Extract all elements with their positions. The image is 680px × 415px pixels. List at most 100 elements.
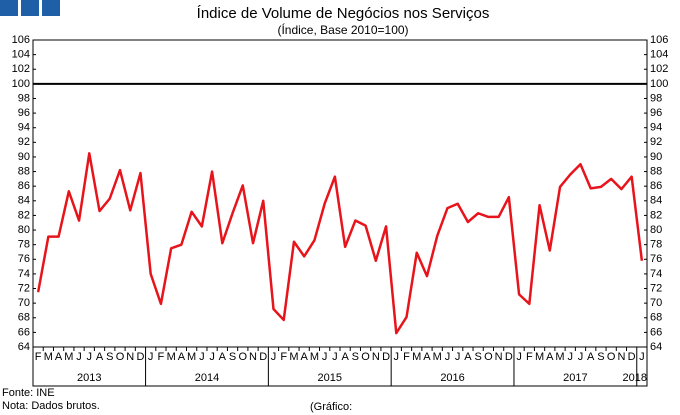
y2-tick-label: 86 — [650, 180, 662, 192]
x-tick-label: O — [607, 351, 616, 363]
x-tick-label: S — [597, 351, 604, 363]
x-tick-label: N — [617, 351, 625, 363]
x-tick-label: M — [310, 351, 319, 363]
y-tick-label: 100 — [12, 78, 30, 90]
x-tick-label: F — [158, 351, 165, 363]
y-tick-label: 104 — [12, 49, 30, 61]
x-tick-label: J — [332, 351, 338, 363]
y2-tick-label: 80 — [650, 224, 662, 236]
y-tick-label: 106 — [12, 34, 30, 46]
x-tick-label: M — [44, 351, 53, 363]
x-tick-label: J — [455, 351, 461, 363]
x-tick-label: M — [167, 351, 176, 363]
x-tick-label: M — [64, 351, 73, 363]
x-tick-label: O — [116, 351, 125, 363]
y-tick-label: 94 — [18, 122, 30, 134]
x-tick-label: A — [587, 351, 595, 363]
year-label: 2013 — [77, 372, 101, 384]
x-tick-label: F — [35, 351, 42, 363]
y-tick-label: 92 — [18, 136, 30, 148]
y2-tick-label: 74 — [650, 268, 662, 280]
data-line — [36, 152, 644, 335]
y-tick-label: 102 — [12, 63, 30, 75]
x-tick-label: M — [433, 351, 442, 363]
x-tick-label: M — [289, 351, 298, 363]
x-tick-label: D — [628, 351, 636, 363]
y2-tick-label: 106 — [650, 34, 668, 46]
x-tick-label: J — [568, 351, 574, 363]
y-tick-label: 74 — [18, 268, 30, 280]
y-tick-label: 80 — [18, 224, 30, 236]
year-label: 2016 — [440, 372, 464, 384]
x-tick-label: J — [394, 351, 400, 363]
x-tick-label: D — [382, 351, 390, 363]
x-tick-label: A — [96, 351, 104, 363]
x-tick-label: F — [403, 351, 410, 363]
y-tick-label: 86 — [18, 180, 30, 192]
chart-title: Índice de Volume de Negócios nos Serviço… — [197, 5, 490, 22]
y2-tick-label: 78 — [650, 239, 662, 251]
logo-square — [42, 0, 60, 16]
x-tick-label: S — [352, 351, 359, 363]
x-tick-label: J — [87, 351, 93, 363]
y2-tick-label: 96 — [650, 107, 662, 119]
y2-tick-label: 100 — [650, 78, 668, 90]
y2-tick-label: 72 — [650, 282, 662, 294]
y-tick-label: 72 — [18, 282, 30, 294]
y-tick-label: 96 — [18, 107, 30, 119]
logo-square — [21, 0, 39, 16]
y2-tick-label: 70 — [650, 297, 662, 309]
x-tick-label: O — [239, 351, 248, 363]
x-tick-label: J — [445, 351, 451, 363]
credit: (Gráfico: — [310, 401, 352, 413]
x-tick-label: S — [474, 351, 481, 363]
y2-tick-label: 94 — [650, 122, 662, 134]
x-tick-label: F — [526, 351, 533, 363]
x-tick-label: A — [423, 351, 431, 363]
x-tick-label: J — [578, 351, 584, 363]
x-tick-label: J — [148, 351, 154, 363]
y2-tick-label: 98 — [650, 92, 662, 104]
y2-tick-label: 64 — [650, 341, 662, 353]
x-tick-label: O — [361, 351, 370, 363]
x-tick-label: A — [341, 351, 349, 363]
x-tick-label: A — [178, 351, 186, 363]
x-tick-label: A — [55, 351, 63, 363]
x-tick-label: D — [136, 351, 144, 363]
y2-tick-label: 92 — [650, 136, 662, 148]
year-label: 2015 — [318, 372, 342, 384]
y-tick-label: 84 — [18, 195, 30, 207]
x-tick-label: J — [209, 351, 215, 363]
y2-tick-label: 82 — [650, 209, 662, 221]
x-tick-label: M — [187, 351, 196, 363]
x-tick-label: A — [464, 351, 472, 363]
y2-tick-label: 102 — [650, 63, 668, 75]
y2-tick-label: 66 — [650, 326, 662, 338]
year-label: 2014 — [195, 372, 219, 384]
x-tick-label: N — [249, 351, 257, 363]
x-tick-label: M — [555, 351, 564, 363]
y-tick-label: 66 — [18, 326, 30, 338]
x-tick-label: J — [639, 351, 645, 363]
y-tick-label: 70 — [18, 297, 30, 309]
note: Nota: Dados brutos. — [2, 400, 100, 412]
x-tick-label: A — [301, 351, 309, 363]
source: Fonte: INE — [2, 387, 55, 399]
y-tick-label: 98 — [18, 92, 30, 104]
y2-tick-label: 90 — [650, 151, 662, 163]
x-tick-label: D — [259, 351, 267, 363]
x-tick-label: S — [106, 351, 113, 363]
y2-tick-label: 76 — [650, 253, 662, 265]
x-tick-label: N — [372, 351, 380, 363]
x-tick-label: J — [516, 351, 522, 363]
x-tick-label: N — [126, 351, 134, 363]
y2-tick-label: 88 — [650, 165, 662, 177]
year-label: 2017 — [563, 372, 587, 384]
y-tick-label: 76 — [18, 253, 30, 265]
x-tick-label: J — [76, 351, 82, 363]
x-tick-label: A — [546, 351, 554, 363]
y2-tick-label: 104 — [650, 49, 668, 61]
y-tick-label: 88 — [18, 165, 30, 177]
x-tick-label: J — [322, 351, 328, 363]
